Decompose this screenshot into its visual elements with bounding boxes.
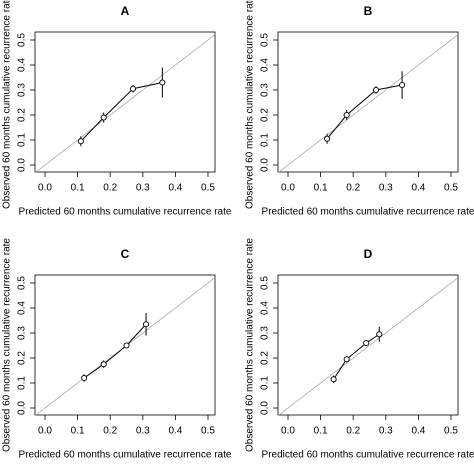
y-axis-label: Observed 60 months cumulative recurrence… — [2, 0, 13, 209]
y-tick-label: 0.0 — [17, 158, 28, 172]
y-tick-label: 0.4 — [260, 301, 271, 315]
x-tick-label: 0.3 — [136, 183, 150, 194]
x-axis-label: Predicted 60 months cumulative recurrenc… — [19, 450, 232, 460]
plot-frame — [34, 274, 216, 416]
chart-title: C — [121, 247, 130, 261]
chart-title: D — [364, 247, 373, 261]
x-tick-label: 0.4 — [411, 183, 425, 194]
point — [372, 86, 380, 94]
y-tick-label: 0.5 — [260, 33, 271, 47]
y-tick-label: 0.1 — [260, 376, 271, 390]
y-tick-label: 0.3 — [17, 83, 28, 97]
x-tick-label: 0.4 — [411, 426, 425, 437]
x-axis-label: Predicted 60 months cumulative recurrenc… — [262, 207, 474, 218]
y-tick-label: 0.0 — [17, 401, 28, 415]
y-tick-label: 0.5 — [260, 276, 271, 290]
point — [324, 135, 331, 142]
point — [143, 321, 150, 328]
x-tick-label: 0.3 — [136, 426, 150, 437]
point — [399, 81, 406, 89]
x-tick-label: 0.1 — [71, 183, 85, 194]
x-tick-label: 0.5 — [444, 426, 458, 437]
point — [100, 361, 107, 368]
x-tick-label: 0.4 — [168, 183, 182, 194]
y-tick-label: 0.0 — [260, 401, 271, 415]
y-tick-label: 0.2 — [17, 351, 28, 365]
panel: 0.0 0.1 0.2 0.3 0.4 0.5 0.0 0.1 0.2 0.3 0.4 0.5 A Pre… — [2, 0, 232, 218]
plot-frame — [34, 31, 216, 173]
y-tick-label: 0.4 — [17, 58, 28, 72]
x-tick-label: 0.2 — [103, 426, 117, 437]
x-tick-label: 0.3 — [379, 183, 393, 194]
y-tick-label: 0.3 — [260, 83, 271, 97]
calibration-line — [333, 333, 380, 380]
y-tick-label: 0.2 — [17, 108, 28, 122]
x-tick-label: 0.0 — [38, 183, 52, 194]
y-tick-label: 0.3 — [260, 326, 271, 340]
x-tick-label: 0.0 — [281, 426, 295, 437]
x-tick-label: 0.5 — [201, 426, 215, 437]
y-axis-label: Observed 60 months cumulative recurrence… — [245, 0, 256, 209]
plot-frame — [277, 31, 459, 173]
point — [363, 339, 370, 347]
panel: 0.0 0.1 0.2 0.3 0.4 0.5 0.0 0.1 0.2 0.3 0.4 0.5 C Pre… — [2, 238, 232, 461]
y-tick-label: 0.1 — [17, 376, 28, 390]
x-axis-label: Predicted 60 months cumulative recurrenc… — [262, 450, 474, 460]
panel: 0.0 0.1 0.2 0.3 0.4 0.5 0.0 0.1 0.2 0.3 0.4 0.5 D Pre… — [245, 238, 474, 461]
x-tick-label: 0.1 — [314, 426, 328, 437]
plot-frame — [277, 274, 459, 416]
y-tick-label: 0.4 — [17, 301, 28, 315]
point — [123, 342, 130, 349]
x-tick-label: 0.5 — [444, 183, 458, 194]
point — [343, 356, 350, 363]
x-tick-label: 0.5 — [201, 183, 215, 194]
calibration-line — [326, 84, 403, 140]
x-tick-label: 0.1 — [314, 183, 328, 194]
y-tick-label: 0.5 — [17, 276, 28, 290]
calibration-line — [80, 82, 163, 142]
x-tick-label: 0.0 — [38, 426, 52, 437]
point — [81, 374, 88, 382]
y-tick-label: 0.2 — [260, 351, 271, 365]
x-tick-label: 0.2 — [103, 183, 117, 194]
calibration-line — [83, 323, 147, 379]
point — [100, 114, 107, 121]
x-tick-label: 0.4 — [168, 426, 182, 437]
x-tick-label: 0.2 — [346, 183, 360, 194]
panel: 0.0 0.1 0.2 0.3 0.4 0.5 0.0 0.1 0.2 0.3 0.4 0.5 B Pre… — [245, 0, 474, 218]
x-tick-label: 0.0 — [281, 183, 295, 194]
point — [343, 111, 350, 119]
x-tick-label: 0.1 — [71, 426, 85, 437]
y-tick-label: 0.0 — [260, 158, 271, 172]
y-tick-label: 0.5 — [17, 33, 28, 47]
point — [129, 85, 137, 92]
x-axis-label: Predicted 60 months cumulative recurrenc… — [19, 207, 232, 218]
reference-line — [277, 277, 459, 416]
point — [159, 79, 166, 86]
reference-line — [34, 34, 216, 173]
x-tick-label: 0.3 — [379, 426, 393, 437]
reference-line — [277, 34, 459, 173]
y-axis-label: Observed 60 months cumulative recurrence… — [245, 238, 256, 452]
point — [330, 376, 337, 383]
x-tick-label: 0.2 — [346, 426, 360, 437]
point — [77, 138, 84, 145]
chart-title: A — [121, 4, 130, 18]
y-tick-label: 0.3 — [17, 326, 28, 340]
y-axis-label: Observed 60 months cumulative recurrence… — [2, 238, 13, 452]
chart-title: B — [364, 4, 373, 18]
y-tick-label: 0.4 — [260, 58, 271, 72]
y-tick-label: 0.2 — [260, 108, 271, 122]
y-tick-label: 0.1 — [260, 133, 271, 147]
point — [376, 331, 383, 338]
y-tick-label: 0.1 — [17, 133, 28, 147]
